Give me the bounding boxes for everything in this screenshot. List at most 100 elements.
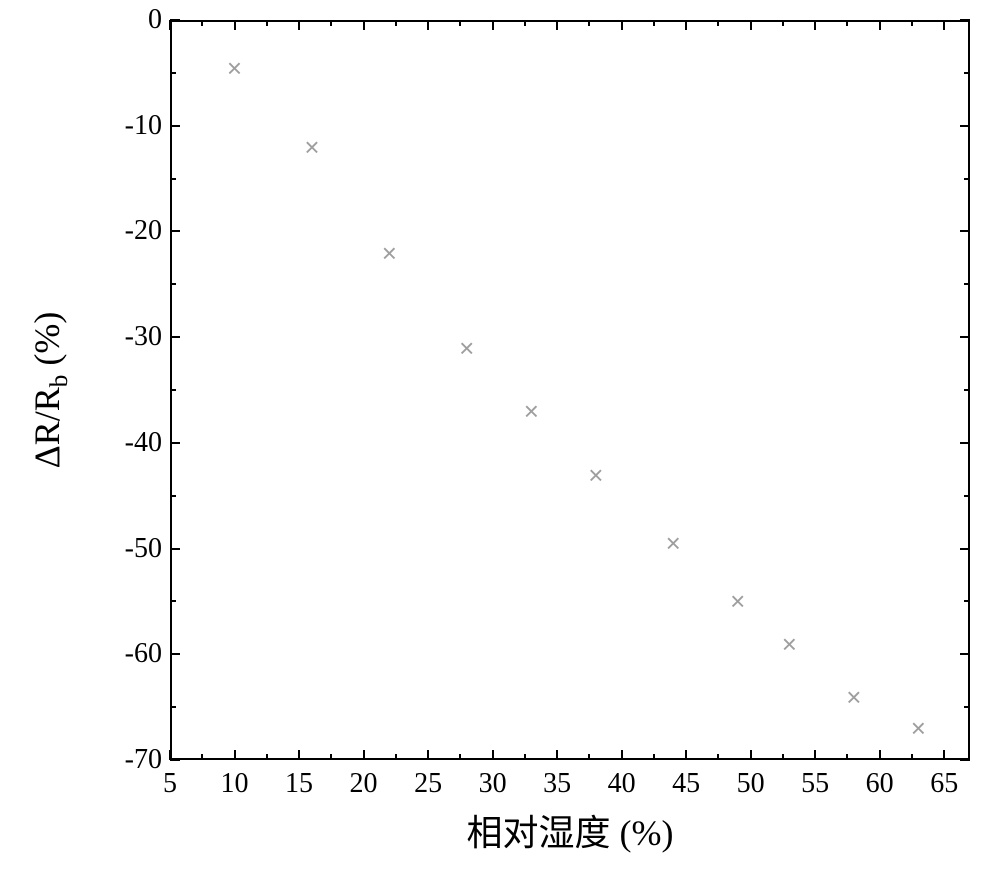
x-tick — [363, 750, 365, 760]
data-point: × — [524, 398, 539, 424]
chart-container: ΔR/Rb (%) 相对湿度 (%) 510152025303540455055… — [0, 0, 1000, 875]
y-tick — [170, 19, 180, 21]
x-tick-label: 20 — [350, 768, 378, 800]
x-minor-tick-top — [459, 20, 461, 26]
x-tick-top — [814, 20, 816, 30]
y-minor-tick-right — [964, 72, 970, 74]
x-tick-top — [234, 20, 236, 30]
x-minor-tick-top — [330, 20, 332, 26]
data-point: × — [846, 684, 861, 710]
y-tick-right — [960, 336, 970, 338]
x-tick — [492, 750, 494, 760]
data-point: × — [588, 462, 603, 488]
x-tick-label: 60 — [866, 768, 894, 800]
y-tick-label: -50 — [110, 533, 162, 565]
x-minor-tick-top — [846, 20, 848, 26]
x-minor-tick — [459, 754, 461, 760]
data-point: × — [911, 715, 926, 741]
x-tick-top — [556, 20, 558, 30]
x-minor-tick-top — [717, 20, 719, 26]
data-point: × — [666, 530, 681, 556]
x-tick-top — [621, 20, 623, 30]
y-minor-tick-right — [964, 283, 970, 285]
x-tick-top — [298, 20, 300, 30]
y-minor-tick — [170, 178, 176, 180]
x-minor-tick-top — [588, 20, 590, 26]
x-minor-tick-top — [653, 20, 655, 26]
y-tick-label: -10 — [110, 110, 162, 142]
x-tick — [556, 750, 558, 760]
y-tick — [170, 125, 180, 127]
x-tick — [234, 750, 236, 760]
y-tick — [170, 548, 180, 550]
x-tick-top — [879, 20, 881, 30]
y-tick-right — [960, 19, 970, 21]
y-minor-tick-right — [964, 706, 970, 708]
data-point: × — [730, 588, 745, 614]
x-tick — [298, 750, 300, 760]
y-tick-right — [960, 442, 970, 444]
data-point: × — [382, 240, 397, 266]
y-tick-label: 0 — [110, 4, 162, 36]
x-minor-tick — [330, 754, 332, 760]
x-tick — [750, 750, 752, 760]
x-minor-tick-top — [524, 20, 526, 26]
y-tick-label: -40 — [110, 427, 162, 459]
y-minor-tick — [170, 495, 176, 497]
data-point: × — [304, 134, 319, 160]
x-minor-tick — [266, 754, 268, 760]
x-minor-tick — [395, 754, 397, 760]
data-point: × — [782, 631, 797, 657]
x-minor-tick-top — [911, 20, 913, 26]
y-tick-right — [960, 230, 970, 232]
x-minor-tick-top — [395, 20, 397, 26]
y-tick-label: -70 — [110, 744, 162, 776]
x-tick-top — [427, 20, 429, 30]
y-axis-label: ΔR/Rb (%) — [26, 312, 74, 469]
x-minor-tick — [524, 754, 526, 760]
x-tick-top — [492, 20, 494, 30]
x-minor-tick — [588, 754, 590, 760]
x-tick-label: 40 — [608, 768, 636, 800]
y-minor-tick — [170, 72, 176, 74]
data-point: × — [227, 55, 242, 81]
y-tick — [170, 442, 180, 444]
y-minor-tick-right — [964, 495, 970, 497]
y-tick — [170, 653, 180, 655]
x-tick-label: 5 — [163, 768, 177, 800]
x-minor-tick — [201, 754, 203, 760]
y-tick — [170, 336, 180, 338]
x-tick-label: 35 — [543, 768, 571, 800]
x-tick — [621, 750, 623, 760]
x-minor-tick-top — [782, 20, 784, 26]
x-tick — [685, 750, 687, 760]
data-point: × — [459, 335, 474, 361]
x-tick-label: 55 — [801, 768, 829, 800]
x-minor-tick — [846, 754, 848, 760]
x-axis-label: 相对湿度 (%) — [467, 804, 674, 856]
y-tick-label: -60 — [110, 638, 162, 670]
y-minor-tick-right — [964, 178, 970, 180]
y-tick-right — [960, 125, 970, 127]
x-minor-tick — [911, 754, 913, 760]
x-minor-tick-top — [266, 20, 268, 26]
x-tick — [879, 750, 881, 760]
x-tick-label: 30 — [479, 768, 507, 800]
plot-area — [170, 20, 970, 760]
y-minor-tick — [170, 283, 176, 285]
y-tick-right — [960, 653, 970, 655]
y-minor-tick — [170, 706, 176, 708]
x-minor-tick — [782, 754, 784, 760]
x-tick-label: 50 — [737, 768, 765, 800]
y-tick — [170, 230, 180, 232]
y-minor-tick-right — [964, 600, 970, 602]
x-tick-top — [363, 20, 365, 30]
y-tick-label: -30 — [110, 321, 162, 353]
x-tick-label: 45 — [672, 768, 700, 800]
x-minor-tick — [717, 754, 719, 760]
y-tick-label: -20 — [110, 215, 162, 247]
y-tick-right — [960, 759, 970, 761]
x-tick-top — [169, 20, 171, 30]
x-tick-top — [750, 20, 752, 30]
x-tick-top — [685, 20, 687, 30]
